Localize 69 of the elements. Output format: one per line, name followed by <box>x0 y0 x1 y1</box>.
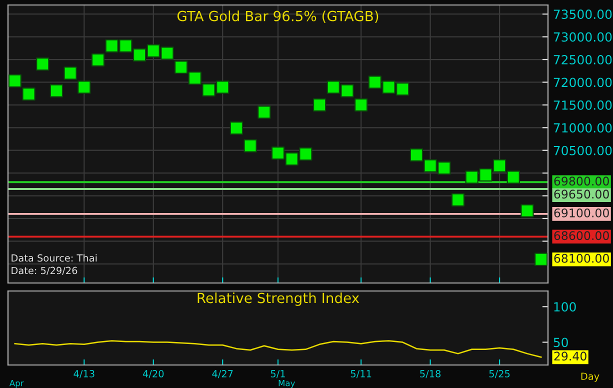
point <box>230 122 244 135</box>
point <box>396 82 410 96</box>
text: May <box>278 380 295 388</box>
point <box>299 147 312 161</box>
point <box>78 80 91 94</box>
point <box>22 87 36 101</box>
annotation: Date: 5/29/26 <box>12 266 78 275</box>
y-tick-label: 72500.00 <box>554 54 612 64</box>
y-tick-label: 71500.00 <box>554 100 612 110</box>
chart-title: GTA Gold Bar 96.5% (GTAGB) <box>177 10 378 23</box>
text: Apr <box>9 380 24 388</box>
point <box>410 148 424 162</box>
y-tick-label: 73000.00 <box>554 32 612 42</box>
point <box>202 83 216 97</box>
point <box>105 39 118 52</box>
point <box>506 170 520 184</box>
point <box>132 48 146 62</box>
point <box>312 98 326 112</box>
chart-title: Relative Strength Index <box>198 292 360 306</box>
point <box>465 170 478 184</box>
point <box>424 159 437 172</box>
point <box>326 80 340 94</box>
point <box>438 162 451 175</box>
point <box>492 159 506 172</box>
point <box>244 139 257 152</box>
point <box>146 44 160 58</box>
line-series <box>14 340 542 358</box>
x-tick-label: 4/13 <box>74 370 94 378</box>
point <box>174 60 188 74</box>
point <box>91 53 105 67</box>
point <box>271 146 285 160</box>
x-tick-label: 5/25 <box>489 370 510 378</box>
ref-line-label: 68600.00 <box>554 231 609 240</box>
text: 29.40 <box>554 352 586 361</box>
x-tick-label: 4/27 <box>212 370 233 378</box>
point <box>368 76 382 89</box>
ref-line-label: 69800.00 <box>554 176 609 186</box>
annotation: Data Source: Thai <box>12 254 97 262</box>
text: 68100.00 <box>554 254 609 263</box>
point <box>188 72 202 85</box>
x-tick-label: 5/11 <box>350 370 372 378</box>
point <box>36 57 50 71</box>
point <box>119 39 132 52</box>
point <box>64 66 77 80</box>
x-tick-label: 5/18 <box>420 370 441 378</box>
x-tick-label: 5/1 <box>270 370 285 378</box>
point <box>451 193 465 206</box>
x-tick-label: 4/20 <box>142 370 164 378</box>
point <box>340 84 354 98</box>
y-tick-label: 71000.00 <box>554 123 612 133</box>
ref-line-label: 69100.00 <box>554 208 609 218</box>
point <box>50 84 64 98</box>
y-tick-label: 70500.00 <box>554 146 612 156</box>
point <box>216 80 230 94</box>
y-tick-label: 100 <box>554 302 576 312</box>
point <box>479 168 492 182</box>
point <box>534 252 548 266</box>
point <box>285 152 298 166</box>
y-tick-label: 50 <box>554 338 568 348</box>
point <box>258 106 271 119</box>
point <box>382 80 396 94</box>
point <box>520 204 534 218</box>
point <box>160 46 174 60</box>
point <box>8 74 22 88</box>
y-tick-label: 72000.00 <box>554 78 612 88</box>
point <box>354 98 368 112</box>
text: Day <box>581 372 600 382</box>
ref-line-label: 69650.00 <box>554 190 609 199</box>
y-tick-label: 73500.00 <box>554 10 612 20</box>
